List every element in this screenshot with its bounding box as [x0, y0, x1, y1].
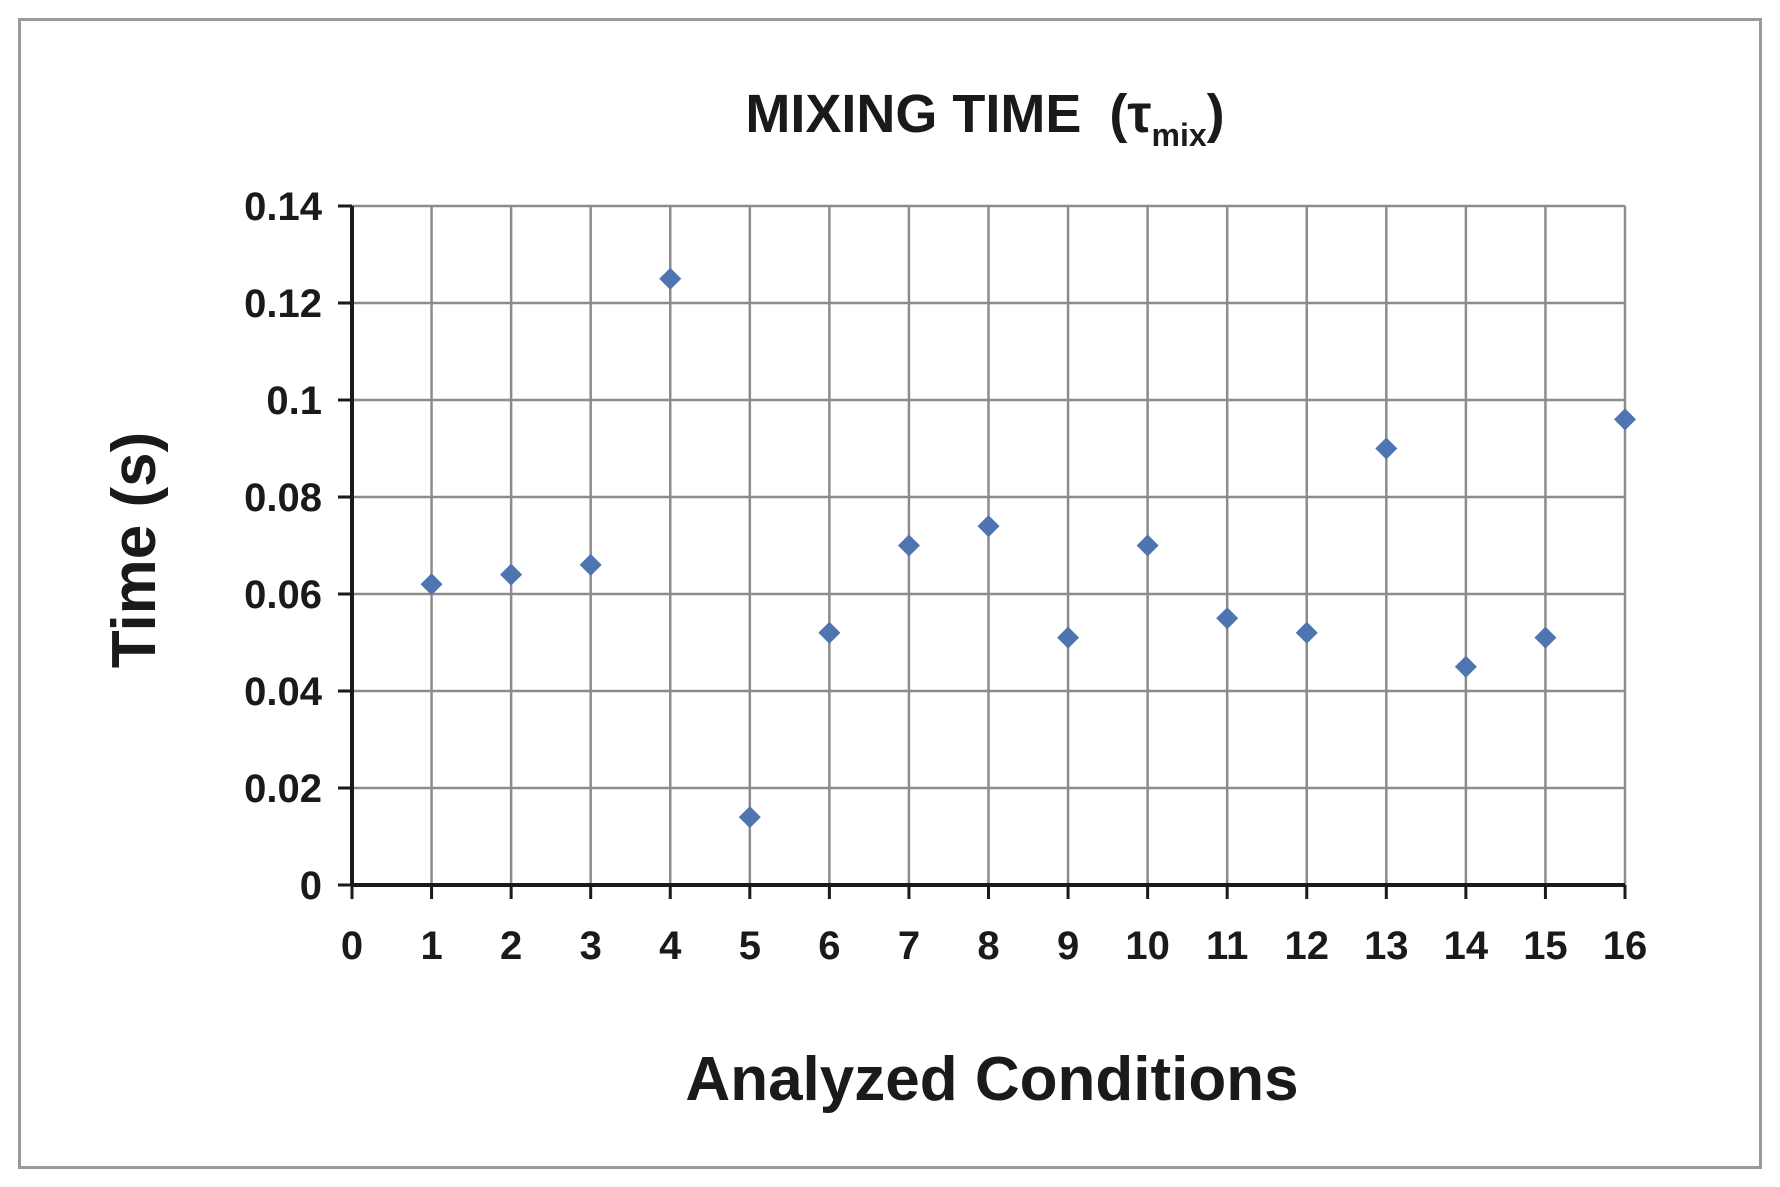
y-axis-title: Time (s) — [100, 432, 169, 669]
x-tick-label: 11 — [1206, 924, 1248, 968]
data-point — [1614, 408, 1636, 431]
y-tick-label: 0.04 — [244, 670, 323, 714]
y-tick-label: 0.14 — [244, 185, 323, 229]
chart-title: MIXING TIME (τmix) — [745, 84, 1224, 153]
axis-layer — [338, 204, 1627, 899]
data-point — [500, 563, 523, 586]
x-tick-label: 6 — [818, 924, 840, 968]
y-tick-label: 0.1 — [266, 379, 322, 423]
x-tick-label: 12 — [1285, 924, 1330, 968]
data-point — [1057, 626, 1080, 649]
data-point — [1454, 655, 1477, 678]
data-point — [1136, 534, 1159, 557]
grid-layer — [352, 204, 1627, 885]
x-tick-label: 13 — [1364, 924, 1409, 968]
x-tick-label: 9 — [1057, 924, 1079, 968]
x-tick-label: 16 — [1603, 924, 1648, 968]
chart-title-symbol: τ — [1127, 84, 1151, 144]
chart-title-close-paren: ) — [1207, 84, 1225, 144]
y-tick-label: 0.02 — [244, 767, 322, 811]
x-tick-label: 7 — [898, 924, 920, 968]
data-point — [1295, 621, 1318, 644]
data-point — [1216, 607, 1239, 630]
x-tick-label: 3 — [580, 924, 602, 968]
data-point — [420, 573, 443, 596]
y-tick-label: 0.06 — [244, 573, 322, 617]
x-tick-label: 8 — [977, 924, 999, 968]
chart-title-open-paren: ( — [1109, 84, 1127, 144]
data-point — [738, 806, 761, 829]
x-tick-label: 14 — [1444, 924, 1489, 968]
tick-label-layer: 00.020.040.060.080.10.120.140 1 2 3 4 5 6 7 8 9 10… — [244, 185, 1647, 968]
y-tick-label: 0.08 — [244, 476, 322, 520]
data-point — [659, 267, 682, 290]
x-tick-label: 0 — [341, 924, 363, 968]
x-tick-label: 1 — [420, 924, 442, 968]
data-point — [897, 534, 920, 557]
data-point — [1534, 626, 1557, 649]
data-point — [1375, 437, 1398, 460]
chart-title-symbol-subscript: mix — [1151, 117, 1206, 153]
x-tick-label: 2 — [500, 924, 522, 968]
data-point — [977, 515, 1000, 538]
x-tick-label: 10 — [1125, 924, 1170, 968]
y-tick-label: 0.12 — [244, 282, 322, 326]
data-point-layer — [420, 267, 1636, 829]
x-tick-label: 15 — [1523, 924, 1568, 968]
data-point — [579, 553, 602, 576]
x-tick-label: 5 — [739, 924, 761, 968]
chart-title-text: MIXING TIME — [745, 84, 1081, 144]
x-tick-label: 4 — [659, 924, 682, 968]
y-tick-label: 0 — [300, 864, 322, 908]
x-axis-title: Analyzed Conditions — [685, 1045, 1298, 1114]
data-point — [818, 621, 841, 644]
